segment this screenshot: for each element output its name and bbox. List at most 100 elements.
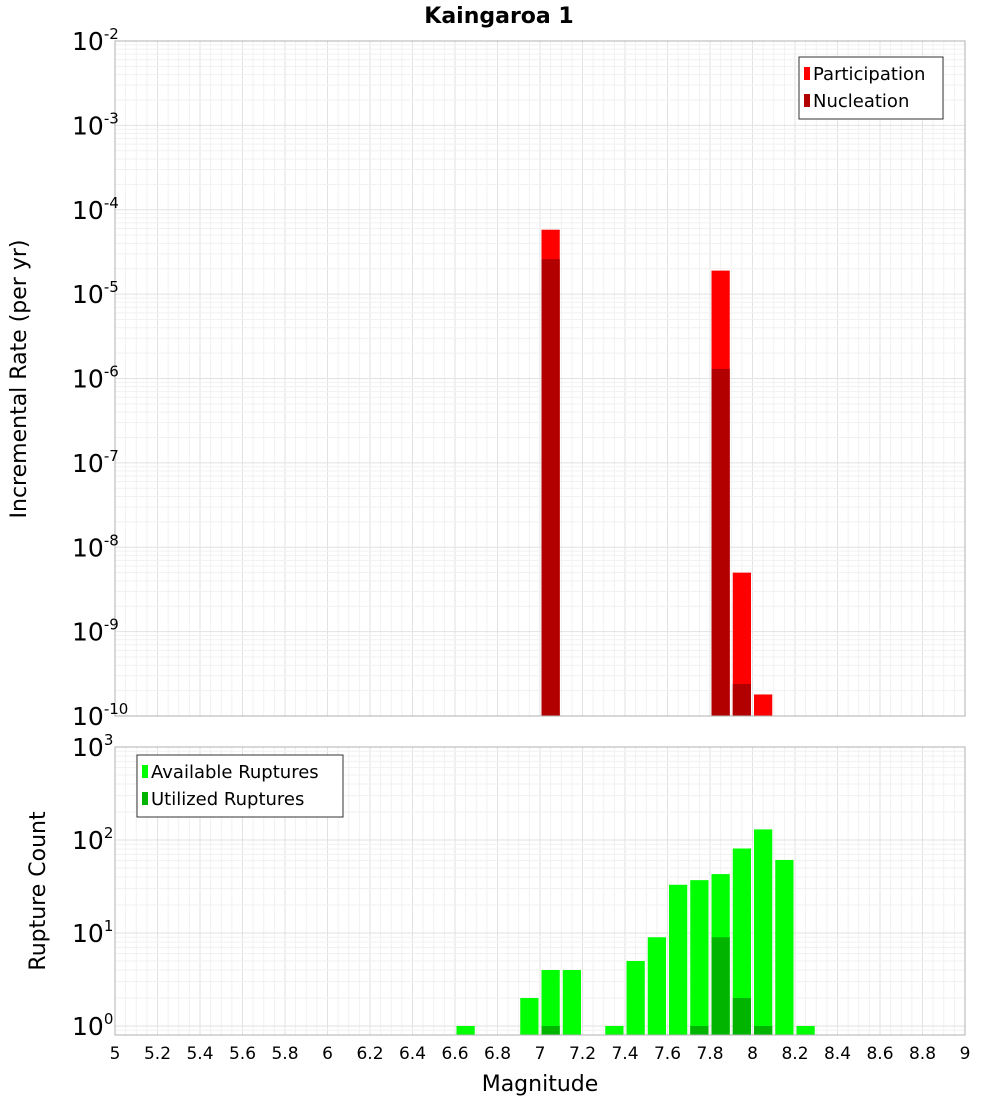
x-tick-label: 7 — [535, 1044, 546, 1064]
bottom-bar-available-ruptures — [605, 1025, 624, 1035]
x-tick-label: 8.2 — [781, 1044, 808, 1064]
bottom-y-tick-label: 103 — [72, 731, 113, 762]
y-tick-base: 10 — [72, 1012, 104, 1041]
bottom-bar-available-ruptures — [754, 829, 773, 1035]
top-y-tick-label: 10-9 — [72, 616, 119, 647]
bottom-bar-available-ruptures — [796, 1025, 815, 1035]
bottom-legend-label: Utilized Ruptures — [151, 789, 304, 810]
top-bar-nucleation — [541, 259, 560, 716]
y-tick-base: 10 — [72, 27, 104, 56]
y-tick-exponent: -7 — [104, 447, 119, 465]
x-tick-label: 8 — [747, 1044, 758, 1064]
bottom-bar-utilized-ruptures — [754, 1025, 773, 1035]
bottom-bar-available-ruptures — [647, 937, 666, 1035]
bottom-bar-available-ruptures — [541, 969, 560, 1035]
top-legend-label: Nucleation — [813, 91, 909, 112]
y-tick-exponent: -4 — [104, 194, 119, 212]
bottom-bar-available-ruptures — [562, 969, 581, 1035]
y-tick-base: 10 — [72, 826, 104, 855]
bottom-legend-swatch — [142, 765, 148, 778]
y-tick-exponent: -3 — [104, 109, 119, 127]
y-tick-base: 10 — [72, 280, 104, 309]
bottom-legend-swatch — [142, 792, 148, 805]
x-tick-label: 6.6 — [441, 1044, 468, 1064]
y-tick-exponent: -8 — [104, 531, 119, 549]
x-tick-label: 5.2 — [144, 1044, 171, 1064]
y-tick-base: 10 — [72, 449, 104, 478]
bottom-bar-available-ruptures — [456, 1025, 475, 1035]
top-bar-nucleation — [732, 683, 751, 716]
bottom-bar-utilized-ruptures — [690, 1025, 709, 1035]
y-tick-exponent: -10 — [104, 700, 129, 718]
chart-title: Kaingaroa 1 — [424, 4, 573, 29]
x-tick-label: 6.4 — [399, 1044, 426, 1064]
top-y-tick-label: 10-7 — [72, 447, 119, 478]
x-tick-label: 7.2 — [569, 1044, 596, 1064]
top-y-tick-label: 10-4 — [72, 194, 119, 225]
x-tick-label: 9 — [960, 1044, 971, 1064]
top-legend-swatch — [804, 94, 810, 107]
bottom-bar-utilized-ruptures — [541, 1025, 560, 1035]
top-bar-participation — [754, 694, 773, 716]
y-tick-exponent: 0 — [104, 1010, 114, 1028]
x-axis-label: Magnitude — [482, 1072, 599, 1097]
y-tick-base: 10 — [72, 733, 104, 762]
top-y-tick-label: 10-10 — [72, 700, 128, 731]
bottom-bar-available-ruptures — [669, 884, 688, 1035]
bottom-plot-frame — [114, 746, 966, 1036]
top-legend-box — [798, 56, 944, 120]
top-y-tick-label: 10-6 — [72, 363, 119, 394]
top-y-tick-label: 10-3 — [72, 109, 119, 140]
y-tick-exponent: -5 — [104, 278, 119, 296]
x-tick-label: 5.4 — [186, 1044, 213, 1064]
x-tick-label: 7.8 — [696, 1044, 723, 1064]
bottom-y-tick-label: 102 — [72, 824, 113, 855]
y-tick-base: 10 — [72, 702, 104, 731]
y-tick-exponent: -9 — [104, 616, 119, 634]
bottom-bar-available-ruptures — [690, 880, 709, 1035]
x-tick-label: 5.8 — [271, 1044, 298, 1064]
top-y-tick-label: 10-5 — [72, 278, 119, 309]
bottom-bar-utilized-ruptures — [732, 997, 751, 1035]
y-tick-base: 10 — [72, 196, 104, 225]
x-tick-label: 8.4 — [824, 1044, 851, 1064]
bottom-bar-available-ruptures — [520, 997, 539, 1035]
top-bar-nucleation — [711, 368, 730, 716]
x-tick-label: 6 — [322, 1044, 333, 1064]
top-plot-frame — [114, 40, 966, 717]
bottom-legend-box — [136, 754, 344, 818]
x-tick-label: 7.6 — [654, 1044, 681, 1064]
top-y-axis-label: Incremental Rate (per yr) — [7, 240, 32, 519]
y-tick-exponent: 2 — [104, 824, 114, 842]
y-tick-base: 10 — [72, 919, 104, 948]
y-tick-base: 10 — [72, 365, 104, 394]
bottom-y-tick-label: 100 — [72, 1010, 113, 1041]
bottom-y-tick-label: 101 — [72, 917, 113, 948]
y-tick-base: 10 — [72, 618, 104, 647]
y-tick-exponent: 1 — [104, 917, 114, 935]
x-tick-label: 5.6 — [229, 1044, 256, 1064]
top-y-tick-label: 10-8 — [72, 531, 119, 562]
x-tick-label: 8.8 — [909, 1044, 936, 1064]
bottom-bar-available-ruptures — [732, 848, 751, 1035]
x-tick-label: 6.2 — [356, 1044, 383, 1064]
x-tick-label: 5 — [110, 1044, 121, 1064]
top-legend-swatch — [804, 67, 810, 80]
y-tick-exponent: 3 — [104, 731, 114, 749]
bottom-y-axis-label: Rupture Count — [26, 811, 51, 971]
x-tick-label: 8.6 — [866, 1044, 893, 1064]
bottom-bar-utilized-ruptures — [711, 937, 730, 1035]
top-panel: 10-1010-910-810-710-610-510-410-310-2Par… — [72, 25, 966, 731]
bottom-bar-available-ruptures — [626, 960, 645, 1035]
bottom-bar-available-ruptures — [775, 859, 794, 1035]
y-tick-exponent: -2 — [104, 25, 119, 43]
x-tick-label: 7.4 — [611, 1044, 638, 1064]
top-bar-participation — [732, 572, 751, 716]
y-tick-exponent: -6 — [104, 363, 119, 381]
y-tick-base: 10 — [72, 533, 104, 562]
top-legend-label: Participation — [813, 64, 925, 85]
y-tick-base: 10 — [72, 111, 104, 140]
top-y-tick-label: 10-2 — [72, 25, 119, 56]
